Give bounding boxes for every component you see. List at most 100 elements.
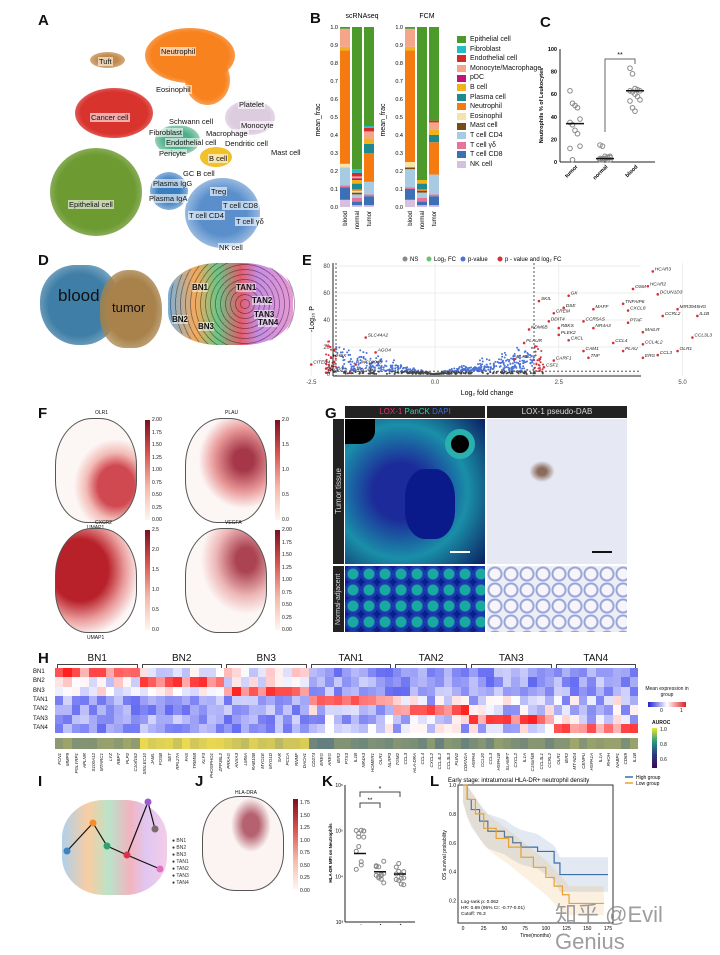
stat-text: HR: 0.69 (95% CI: -0.77-0.01) xyxy=(461,905,525,911)
heatmap-cell xyxy=(418,677,428,687)
point xyxy=(492,364,495,367)
heatmap-cell xyxy=(105,695,115,706)
sig-label: * xyxy=(379,786,382,793)
heatmap-cell xyxy=(604,723,613,734)
heatmap-cell xyxy=(139,705,149,715)
heatmap-cell xyxy=(224,668,233,678)
heatmap-cell xyxy=(224,686,233,697)
legend-item: Neutrophil xyxy=(457,102,541,112)
point xyxy=(347,360,350,363)
y-tick: 0.2 xyxy=(330,169,338,175)
heatmap-cell xyxy=(452,677,461,687)
point xyxy=(337,366,340,369)
heatmap-cell xyxy=(545,723,554,734)
y-tick: 0.0 xyxy=(395,205,403,211)
heatmap-cell xyxy=(173,695,183,706)
auroc-cell xyxy=(502,738,512,750)
gene-label: HSPA1B xyxy=(496,753,502,771)
heatmap-cell xyxy=(587,723,597,734)
bar-segment xyxy=(429,135,439,143)
heatmap-cell xyxy=(181,695,191,706)
group-bracket xyxy=(395,664,468,668)
heatmap-cell xyxy=(570,695,580,706)
point xyxy=(460,372,463,375)
point xyxy=(486,365,489,368)
data-point xyxy=(567,88,573,94)
point xyxy=(481,360,484,363)
y-tick: 10³ xyxy=(336,920,344,925)
point xyxy=(344,372,347,375)
heatmap-cell xyxy=(528,668,537,678)
heatmap-cell xyxy=(283,705,292,715)
auroc-cell xyxy=(283,738,292,750)
point xyxy=(501,355,504,358)
heatmap-cell xyxy=(283,714,292,725)
heatmap-cell xyxy=(401,686,411,697)
y-tick: 100 xyxy=(548,47,557,53)
point xyxy=(519,371,522,374)
heatmap-cell xyxy=(88,714,98,725)
point xyxy=(327,354,330,357)
heatmap-cell xyxy=(409,705,419,715)
heatmap-cell xyxy=(266,723,275,734)
heatmap-cell xyxy=(215,677,225,687)
heatmap-cell xyxy=(274,695,284,706)
heatmap-cell xyxy=(122,686,132,697)
panel-e-volcano: NS Log₂ FC p-value p - value and log₂ FC -2.… xyxy=(306,256,712,397)
colorbar xyxy=(275,420,280,520)
panel-c-dotplot: 0 20 40 60 80 100 Neutrophils % of Leukocytes t… xyxy=(539,47,655,181)
point xyxy=(517,349,520,352)
point xyxy=(442,372,445,375)
point xyxy=(492,366,495,369)
y-tick: 0.6 xyxy=(330,97,338,103)
point xyxy=(521,359,524,362)
heatmap-cell xyxy=(173,686,183,697)
heatmap-cell xyxy=(435,723,444,734)
heatmap-cell xyxy=(97,668,106,678)
heatmap-cell xyxy=(511,723,521,734)
heatmap-cell xyxy=(215,723,225,734)
point xyxy=(458,366,461,369)
gene-label: RNMF xyxy=(293,753,299,767)
heatmap-cell xyxy=(485,705,495,715)
bar-segment xyxy=(429,174,439,195)
heatmap-cell xyxy=(249,705,259,715)
trajectory-node xyxy=(151,825,159,833)
heatmap-cell xyxy=(485,686,495,697)
point xyxy=(375,364,378,367)
point xyxy=(433,372,436,375)
heatmap-cell xyxy=(173,677,183,687)
heatmap-cell xyxy=(257,695,267,706)
point xyxy=(370,368,373,371)
auroc-cell xyxy=(528,738,537,750)
heatmap-cell xyxy=(367,705,377,715)
gene-label: EREG xyxy=(318,753,324,766)
legend-swatch xyxy=(457,132,466,140)
heatmap-cell xyxy=(207,686,216,697)
heatmap-cell xyxy=(63,695,73,706)
heatmap-cell xyxy=(207,695,216,706)
auroc-cell xyxy=(435,738,444,750)
group-header: TAN2 xyxy=(418,653,444,664)
heatmap-cell xyxy=(300,695,309,706)
point xyxy=(375,372,378,375)
heatmap-cell xyxy=(485,668,495,678)
heatmap-cell xyxy=(164,686,174,697)
cluster-label: GC B cell xyxy=(182,169,216,178)
auroc-cell xyxy=(578,738,588,750)
heatmap-cell xyxy=(300,686,309,697)
point xyxy=(384,364,387,367)
heatmap-cell xyxy=(139,677,149,687)
auroc-cell xyxy=(443,738,453,750)
cluster-label: Macrophage xyxy=(205,129,249,138)
heatmap-cell xyxy=(97,686,106,697)
gene-label: HCAR2 xyxy=(650,281,667,287)
legend-swatch xyxy=(457,55,466,63)
data-point xyxy=(632,108,638,114)
point xyxy=(487,368,490,371)
heatmap-cell xyxy=(418,723,428,734)
point xyxy=(523,350,526,353)
point xyxy=(506,358,509,361)
heatmap-cell xyxy=(393,668,402,678)
heatmap-cell xyxy=(207,677,216,687)
